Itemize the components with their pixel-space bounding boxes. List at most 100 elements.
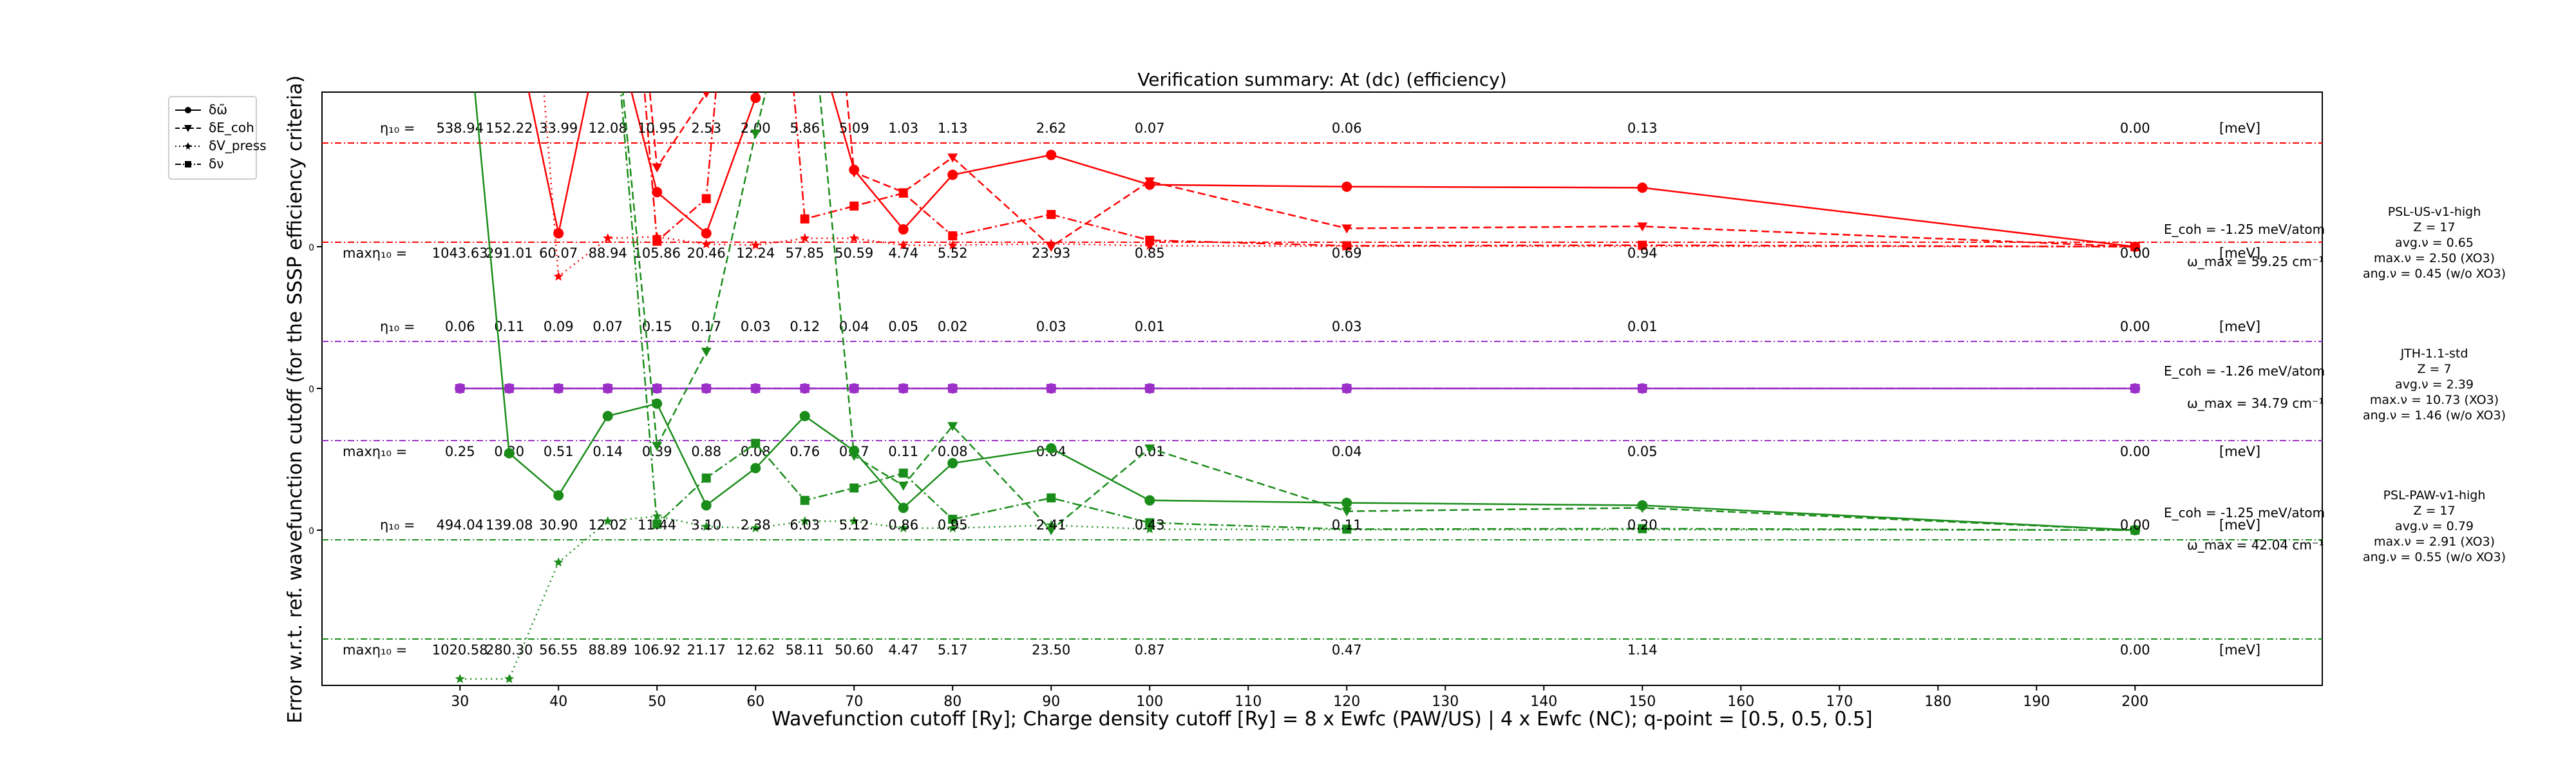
series-vpress-point	[553, 271, 564, 281]
panel-series	[455, 383, 2141, 394]
x-tick-label-60: 60	[746, 694, 764, 710]
max-eta-value: 88.94	[589, 245, 627, 261]
legend-label-omega: δω̃	[209, 102, 227, 117]
series-nu-point	[652, 519, 662, 529]
pseudo-info-line: max.ν = 2.91 (XO3)	[2374, 535, 2495, 549]
legend-entry-vpress: δV_press	[175, 138, 267, 153]
series-omega-point	[898, 502, 909, 513]
eta-value: 0.00	[2120, 319, 2150, 334]
series-omega-point	[1144, 495, 1155, 506]
panel-jth-1-1-std: 0 η₁₀ = maxη₁₀ = 0.06 0.11 0.09 0.07 0.15 0.17 0.…	[308, 319, 2506, 459]
max-eta-value: 50.59	[835, 245, 873, 261]
max-eta-value: 1043.63	[432, 245, 488, 261]
series-vpress-point	[849, 233, 859, 243]
eta-value: 12.08	[589, 120, 627, 136]
series-nu-point	[1342, 524, 1352, 534]
x-tick-label-80: 80	[943, 694, 961, 710]
x-tick-label-120: 120	[1333, 694, 1360, 710]
series-omega-point	[898, 383, 909, 394]
x-tick-label-160: 160	[1727, 694, 1754, 710]
max-eta-value: 4.47	[888, 642, 918, 658]
series-nu-point	[948, 231, 958, 241]
series-omega-point	[504, 383, 515, 394]
series-nu-point	[1638, 240, 1647, 250]
max-eta-value: 0.25	[445, 444, 475, 459]
series-omega-point	[504, 448, 515, 459]
max-eta-value: 12.62	[736, 642, 775, 658]
eta-value: 0.03	[1036, 319, 1066, 334]
x-tick-label-170: 170	[1826, 694, 1853, 710]
series-nu-point	[701, 194, 711, 204]
max-eta-value: 0.00	[2120, 245, 2150, 261]
eta-value: 0.00	[2120, 517, 2150, 533]
pseudo-info-line: JTH-1.1-std	[2400, 347, 2468, 361]
series-omega-point	[652, 383, 663, 394]
eta-value: 538.94	[436, 120, 483, 136]
pseudo-info-line: max.ν = 10.73 (XO3)	[2370, 393, 2499, 407]
series-ecoh-point	[947, 422, 958, 432]
pseudo-info-line: avg.ν = 0.79	[2395, 519, 2474, 533]
legend-marker-omega	[185, 107, 191, 113]
pseudo-info-line: ang.ν = 1.46 (w/o XO3)	[2363, 408, 2506, 423]
eta-value: 0.43	[1135, 517, 1165, 533]
series-omega-point	[1144, 179, 1155, 190]
eta-value: 0.20	[1627, 517, 1658, 533]
max-eta-unit: [meV]	[2219, 444, 2260, 459]
eta-value: 0.01	[1135, 319, 1165, 334]
eta-value: 5.12	[839, 517, 869, 533]
series-vpress-point	[603, 233, 613, 243]
series-nu-point	[849, 483, 859, 493]
series-ecoh-line	[621, 92, 2136, 531]
max-eta-value: 57.85	[786, 245, 824, 261]
series-nu-point	[751, 439, 761, 448]
x-tick-label-110: 110	[1235, 694, 1262, 710]
eta-row-label: η₁₀ =	[380, 120, 415, 136]
max-eta-value: 60.07	[539, 245, 578, 261]
pseudo-info-line: PSL-US-v1-high	[2388, 205, 2481, 219]
series-nu-point	[948, 515, 958, 524]
series-ecoh-point	[750, 129, 761, 138]
panel-psl-us-v1-high: 0 η₁₀ = maxη₁₀ = 538.94 152.22 33.99 12.08 10.9…	[308, 92, 2506, 281]
series-omega-point	[1637, 182, 1648, 193]
max-eta-value: 0.00	[2120, 642, 2150, 658]
series-ecoh-point	[1637, 222, 1648, 232]
max-eta-value: 0.47	[1332, 642, 1362, 658]
series-nu-point	[1046, 493, 1056, 502]
max-eta-value: 0.08	[938, 444, 968, 459]
panels: 0 η₁₀ = maxη₁₀ = 538.94 152.22 33.99 12.08 10.9…	[308, 92, 2506, 683]
x-axis-ticks: 30 40 50 60 70 80 90 100 110 120 130 140 150 160 170 18…	[451, 685, 2148, 710]
series-vpress-point	[898, 240, 909, 250]
omega-note: ω_max = 42.04 cm⁻¹	[2187, 537, 2324, 553]
max-eta-value: 0.05	[1627, 444, 1658, 459]
eta-row-label: η₁₀ =	[380, 319, 415, 334]
series-nu-point	[652, 236, 662, 246]
series-vpress-point	[701, 521, 712, 531]
series-omega-point	[750, 463, 761, 473]
pseudo-info-line: ang.ν = 0.55 (w/o XO3)	[2363, 550, 2506, 564]
x-axis-label: Wavefunction cutoff [Ry]; Charge density…	[772, 708, 1873, 730]
max-eta-value: 0.76	[790, 444, 820, 459]
y-axis-label: Error w.r.t. ref. wavefunction cutoff (f…	[284, 75, 307, 723]
max-eta-row-label: maxη₁₀ =	[343, 444, 407, 459]
series-ecoh-point	[1046, 526, 1057, 535]
max-eta-value: 280.30	[486, 642, 533, 658]
series-vpress-point	[750, 522, 761, 533]
legend-entry-omega: δω̃	[175, 102, 227, 117]
legend-entry-ecoh: δE_coh	[175, 120, 254, 135]
eta-value: 2.38	[741, 517, 771, 533]
eta-value: 3.10	[691, 517, 721, 533]
eta-value: 1.03	[888, 120, 918, 136]
series-vpress-point	[701, 239, 712, 249]
pseudo-info-line: PSL-PAW-v1-high	[2383, 488, 2486, 502]
series-vpress-point	[504, 674, 515, 683]
max-eta-value: 21.17	[687, 642, 726, 658]
max-eta-unit: [meV]	[2219, 642, 2260, 658]
series-omega-point	[1144, 383, 1155, 394]
eta-value: 0.95	[938, 517, 968, 533]
series-omega-point	[701, 383, 712, 394]
series-ecoh-line	[649, 92, 2136, 248]
eta-value: 2.62	[1036, 120, 1066, 136]
x-tick-label-50: 50	[648, 694, 666, 710]
legend-marker-ecoh	[184, 125, 192, 132]
